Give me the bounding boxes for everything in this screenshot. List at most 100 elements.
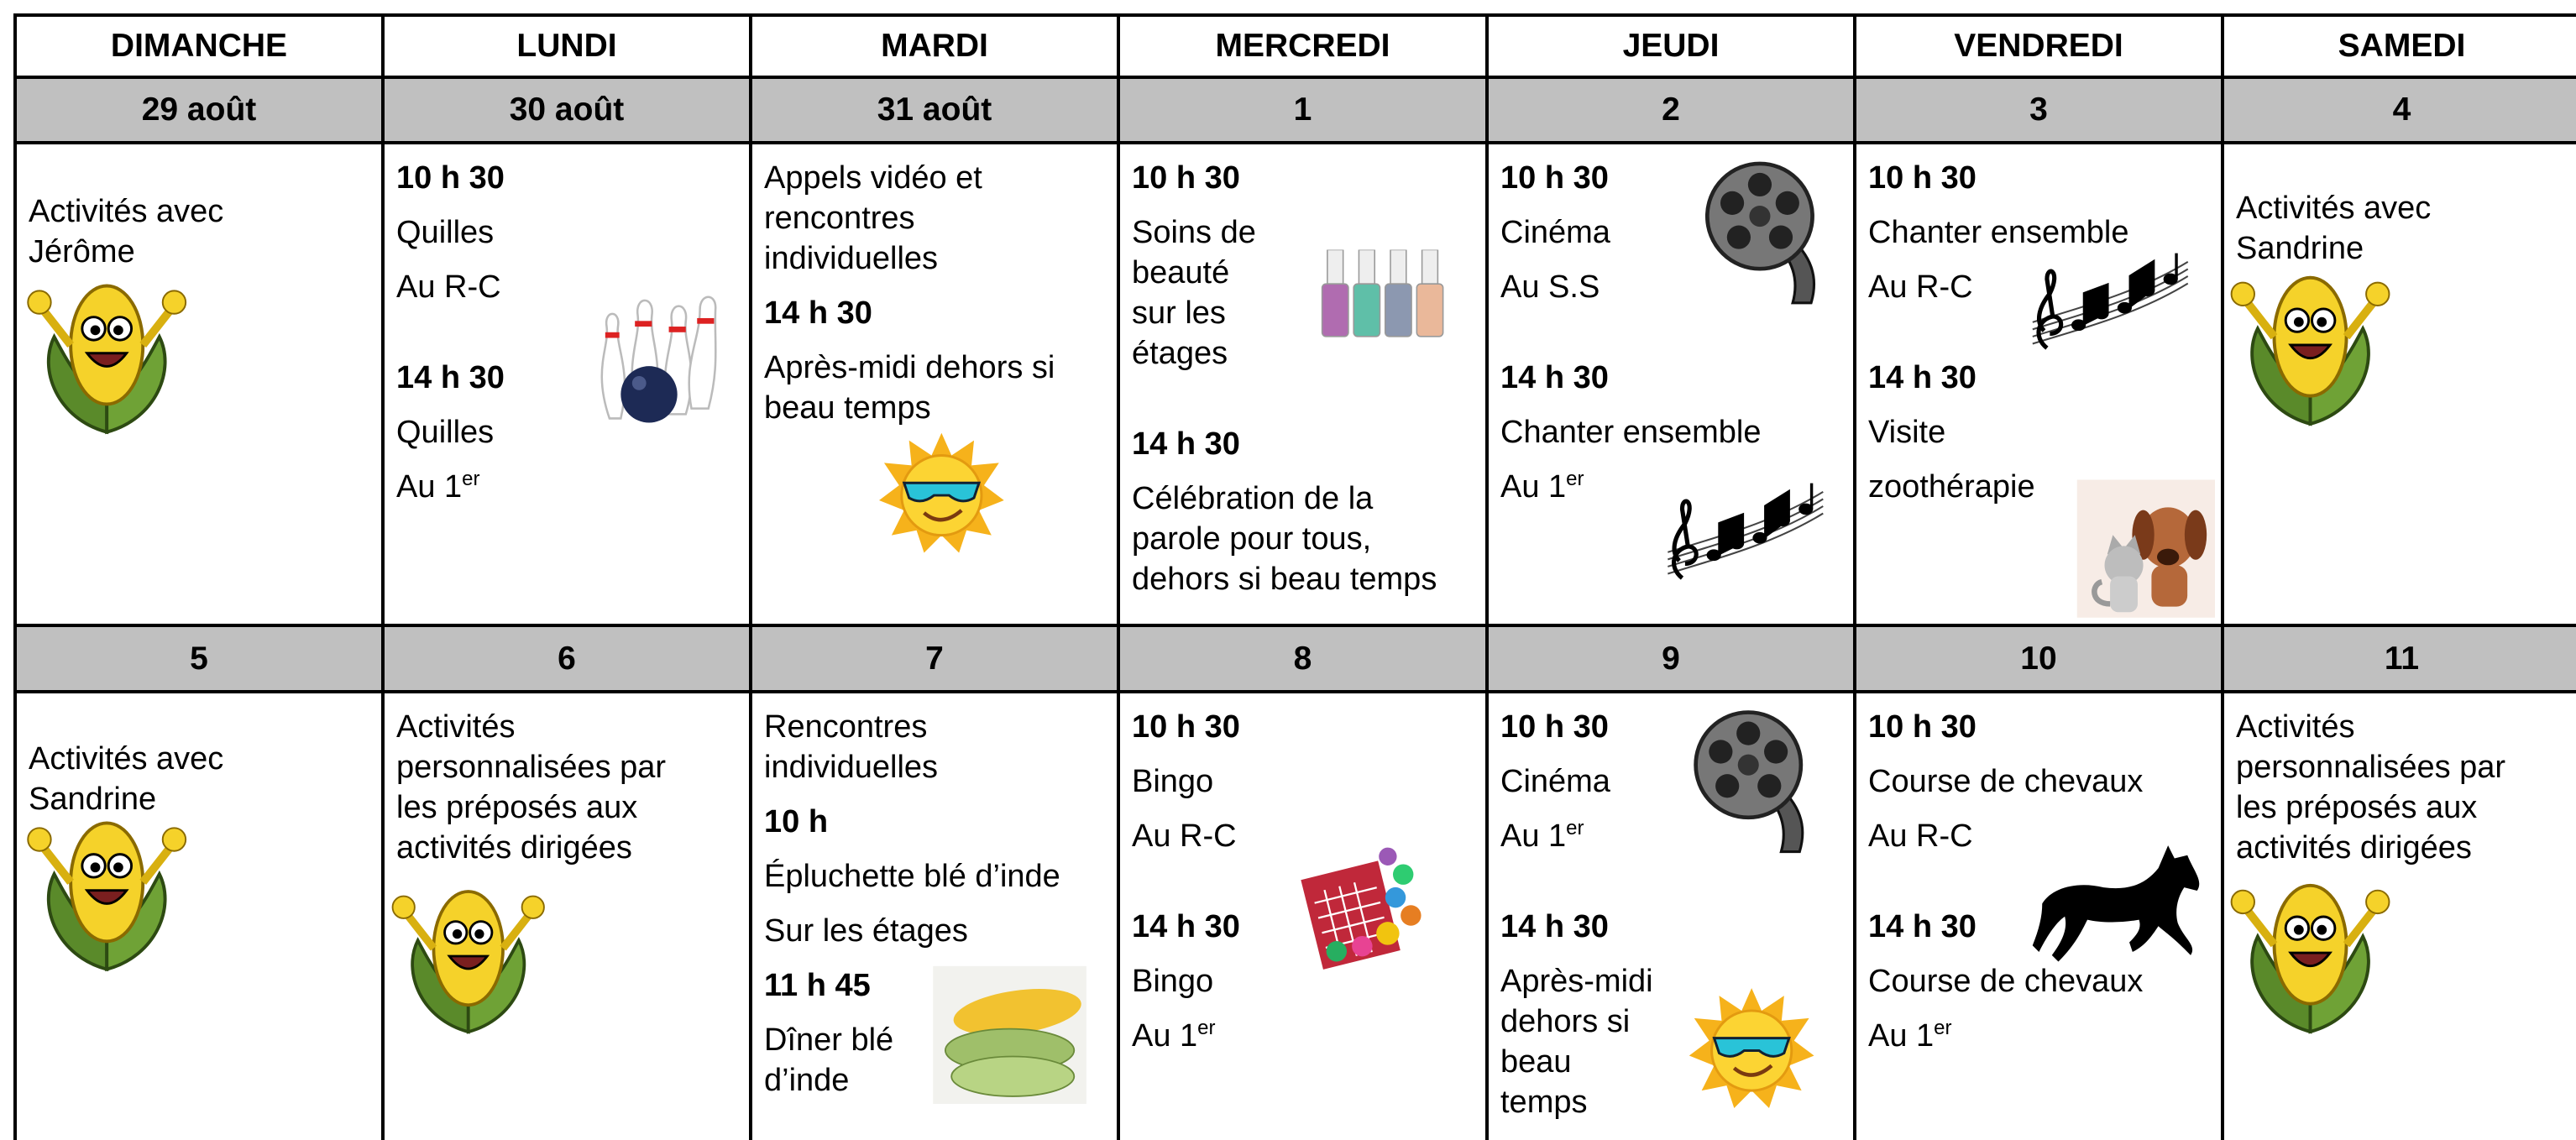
text: Soins de beauté sur les étages (1132, 215, 1256, 371)
superscript: er (462, 468, 480, 490)
activity-text: Bingo (1132, 961, 1474, 1001)
activity-time: 14 h 30 (1868, 360, 1977, 395)
activity-text: Au 1er (1132, 1016, 1474, 1056)
activity-text: Au R-C (1868, 816, 2209, 856)
text: Célébration de la parole pour tous, deho… (1132, 481, 1437, 597)
day-header: LUNDI (381, 13, 749, 76)
text: Dîner blé d’inde (764, 1022, 894, 1098)
activity-time: 10 h 30 (1132, 709, 1240, 745)
activity-text: Au 1er (1500, 816, 1841, 856)
activity-text: Au R-C (396, 267, 737, 307)
date-header: 5 (13, 624, 381, 690)
date-header: 30 août (381, 76, 749, 141)
activity-text: Quilles (396, 412, 737, 452)
day-cell: Activités personnalisées par les préposé… (381, 690, 749, 1140)
text: Activités personnalisées par les préposé… (2236, 709, 2506, 865)
day-header: JEUDI (1485, 13, 1853, 76)
activity-time: 14 h 30 (1868, 909, 1977, 944)
activity-time: 10 h 30 (396, 160, 505, 196)
activity-text: Course de chevaux (1868, 761, 2209, 802)
activity-text: Célébration de la parole pour tous, deho… (1132, 478, 1474, 599)
day-cell: Activités avec Sandrine (13, 690, 381, 1140)
text: Au R-C (396, 269, 501, 305)
day-cell: Activités avec Jérôme (13, 141, 381, 624)
activity-text: Au 1er (396, 467, 737, 507)
text: Course de chevaux (1868, 764, 2144, 799)
text: Au 1 (1868, 1018, 1935, 1054)
date-header: 9 (1485, 624, 1853, 690)
text: Au R-C (1132, 818, 1237, 854)
activity-text: Course de chevaux (1868, 961, 2209, 1001)
day-cell: 10 h 30 Quilles Au R-C 14 h 30 Quilles Au 1er (381, 141, 749, 624)
activity-text: Cinéma (1500, 761, 1841, 802)
superscript: er (1566, 817, 1584, 839)
superscript: er (1934, 1017, 1952, 1039)
text: Au 1 (396, 469, 463, 505)
activity-text: Bingo (1132, 761, 1474, 802)
day-cell: 10 h 30 Cinéma Au 1er 14 h 30 Après-midi deh… (1485, 690, 1853, 1140)
date-header: 2 (1485, 76, 1853, 141)
activity-text: Au S.S (1500, 267, 1841, 307)
activity-text: Soins de beauté sur les étages (1132, 212, 1474, 374)
activity-text: Après-midi dehors si beau temps (764, 348, 1105, 428)
text: Au 1 (1132, 1018, 1198, 1054)
superscript: er (1197, 1017, 1216, 1039)
activity-time: 10 h 30 (1500, 160, 1609, 196)
text: Bingo (1132, 764, 1214, 799)
text: Après-midi dehors si beau temps (1500, 964, 1653, 1120)
date-header: 11 (2221, 624, 2576, 690)
activity-text: Visite (1868, 412, 2209, 452)
activity-text: Activités personnalisées par les préposé… (2236, 707, 2568, 868)
activity-text: Au 1er (1868, 1016, 2209, 1056)
text: Après-midi dehors si beau temps (764, 350, 1055, 426)
activity-time: 14 h 30 (1132, 909, 1240, 944)
text: Appels vidéo et rencontres individuelles (764, 160, 982, 276)
date-header: 3 (1853, 76, 2221, 141)
activity-text: Activités avec Sandrine (29, 739, 369, 819)
text: Au R-C (1868, 269, 1973, 305)
day-cell: 10 h 30 Soins de beauté sur les étages 14 … (1117, 141, 1485, 624)
activity-text: zoothérapie (1868, 467, 2209, 507)
activity-text: Dîner blé d’inde (764, 1020, 1105, 1101)
text: Quilles (396, 415, 495, 450)
date-header: 8 (1117, 624, 1485, 690)
text: Course de chevaux (1868, 964, 2144, 999)
activity-time: 14 h 30 (1132, 426, 1240, 462)
activity-text: Sur les étages (764, 911, 1105, 951)
text: zoothérapie (1868, 469, 2035, 505)
activity-text: Cinéma (1500, 212, 1841, 253)
text: Chanter ensemble (1500, 415, 1762, 450)
activity-time: 10 h 30 (1868, 709, 1977, 745)
text: Quilles (396, 215, 495, 250)
text: Cinéma (1500, 215, 1610, 250)
day-cell: 10 h 30 Chanter ensemble Au R-C 14 h 30 Visi… (1853, 141, 2221, 624)
day-header: MARDI (749, 13, 1117, 76)
text: Activités avec Sandrine (2236, 191, 2432, 266)
day-cell: Activités avec Sandrine (2221, 141, 2576, 624)
day-header: DIMANCHE (13, 13, 381, 76)
text: Au 1 (1500, 818, 1567, 854)
date-header: 4 (2221, 76, 2576, 141)
activity-text: Au R-C (1132, 816, 1474, 856)
activity-time: 14 h 30 (1500, 909, 1609, 944)
activity-text: Activités avec Jérôme (29, 191, 369, 272)
activity-text: Chanter ensemble (1868, 212, 2209, 253)
date-header: 7 (749, 624, 1117, 690)
text: Chanter ensemble (1868, 215, 2129, 250)
day-cell: 10 h 30 Bingo Au R-C 14 h 30 Bingo Au 1er (1117, 690, 1485, 1140)
date-header: 6 (381, 624, 749, 690)
day-header: VENDREDI (1853, 13, 2221, 76)
day-cell: 10 h 30 Course de chevaux Au R-C 14 h 30 Cou… (1853, 690, 2221, 1140)
activity-text: Au 1er (1500, 467, 1841, 507)
text: Rencontres individuelles (764, 709, 939, 785)
day-cell: Rencontres individuelles 10 h Épluchette b… (749, 690, 1117, 1140)
activity-text: Rencontres individuelles (764, 707, 1105, 787)
day-cell: Activités personnalisées par les préposé… (2221, 690, 2576, 1140)
text: Au R-C (1868, 818, 1973, 854)
activity-text: Activités personnalisées par les préposé… (396, 707, 737, 868)
activity-time: 10 h 30 (1868, 160, 1977, 196)
activity-time: 14 h 30 (764, 295, 872, 331)
text: Sur les étages (764, 913, 968, 949)
text: Cinéma (1500, 764, 1610, 799)
date-header: 10 (1853, 624, 2221, 690)
